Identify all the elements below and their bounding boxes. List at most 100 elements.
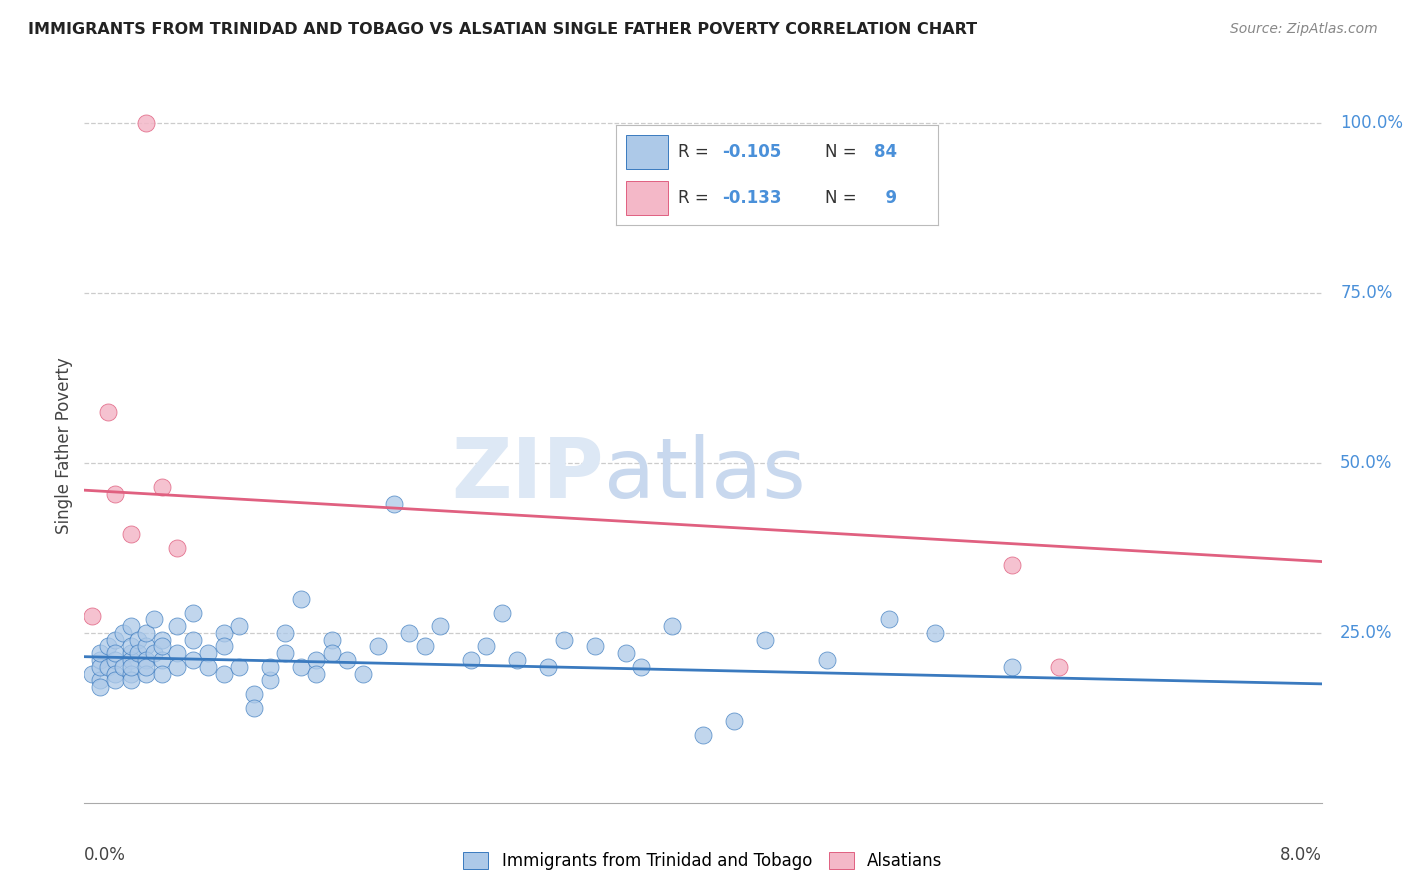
Point: [228, 619, 250, 633]
Point: [212, 640, 235, 654]
Point: [1001, 558, 1024, 572]
Point: [382, 497, 405, 511]
Point: [150, 480, 173, 494]
Text: 0.0%: 0.0%: [84, 846, 127, 863]
Point: [692, 728, 714, 742]
Point: [290, 660, 312, 674]
Point: [259, 660, 281, 674]
Point: [321, 646, 343, 660]
Point: [89, 660, 111, 674]
Point: [475, 640, 498, 654]
Point: [104, 486, 127, 500]
Point: [321, 632, 343, 647]
Point: [89, 680, 111, 694]
Point: [924, 626, 946, 640]
Text: 100.0%: 100.0%: [1340, 114, 1403, 132]
Point: [290, 591, 312, 606]
Point: [274, 646, 297, 660]
Point: [150, 640, 173, 654]
Text: ZIP: ZIP: [451, 434, 605, 515]
Point: [120, 660, 142, 674]
Y-axis label: Single Father Poverty: Single Father Poverty: [55, 358, 73, 534]
Point: [181, 632, 204, 647]
Point: [1001, 660, 1024, 674]
Point: [352, 666, 374, 681]
Point: [104, 666, 127, 681]
Point: [104, 673, 127, 688]
Point: [212, 626, 235, 640]
Point: [243, 687, 266, 701]
Point: [120, 619, 142, 633]
Point: [120, 653, 142, 667]
Point: [96, 660, 118, 674]
Point: [120, 666, 142, 681]
Point: [877, 612, 900, 626]
Point: [754, 632, 776, 647]
Legend: Immigrants from Trinidad and Tobago, Alsatians: Immigrants from Trinidad and Tobago, Als…: [457, 845, 949, 877]
Point: [143, 646, 166, 660]
Point: [815, 653, 838, 667]
Point: [197, 660, 219, 674]
Point: [181, 606, 204, 620]
Text: Source: ZipAtlas.com: Source: ZipAtlas.com: [1230, 22, 1378, 37]
Point: [135, 626, 157, 640]
Point: [259, 673, 281, 688]
Point: [723, 714, 745, 729]
Point: [305, 653, 328, 667]
Point: [150, 653, 173, 667]
Point: [228, 660, 250, 674]
Point: [460, 653, 482, 667]
Point: [135, 116, 157, 130]
Point: [89, 646, 111, 660]
Point: [120, 640, 142, 654]
Point: [104, 632, 127, 647]
Point: [104, 653, 127, 667]
Point: [89, 673, 111, 688]
Point: [491, 606, 513, 620]
Point: [274, 626, 297, 640]
Point: [181, 653, 204, 667]
Point: [305, 666, 328, 681]
Point: [614, 646, 637, 660]
Text: 75.0%: 75.0%: [1340, 284, 1392, 302]
Point: [537, 660, 560, 674]
Point: [96, 405, 118, 419]
Text: 25.0%: 25.0%: [1340, 624, 1393, 642]
Text: 8.0%: 8.0%: [1279, 846, 1322, 863]
Point: [166, 619, 188, 633]
Point: [413, 640, 436, 654]
Point: [82, 666, 104, 681]
Point: [429, 619, 451, 633]
Point: [112, 660, 135, 674]
Point: [120, 527, 142, 541]
Point: [553, 632, 575, 647]
Point: [398, 626, 420, 640]
Point: [630, 660, 652, 674]
Text: 50.0%: 50.0%: [1340, 454, 1392, 472]
Point: [135, 653, 157, 667]
Point: [127, 632, 149, 647]
Point: [112, 626, 135, 640]
Point: [166, 646, 188, 660]
Point: [82, 608, 104, 623]
Point: [166, 541, 188, 555]
Point: [120, 646, 142, 660]
Text: IMMIGRANTS FROM TRINIDAD AND TOBAGO VS ALSATIAN SINGLE FATHER POVERTY CORRELATIO: IMMIGRANTS FROM TRINIDAD AND TOBAGO VS A…: [28, 22, 977, 37]
Point: [104, 646, 127, 660]
Point: [135, 666, 157, 681]
Point: [150, 666, 173, 681]
Point: [583, 640, 606, 654]
Point: [367, 640, 389, 654]
Point: [135, 640, 157, 654]
Point: [506, 653, 529, 667]
Point: [243, 700, 266, 714]
Point: [661, 619, 683, 633]
Point: [212, 666, 235, 681]
Point: [143, 612, 166, 626]
Point: [135, 660, 157, 674]
Point: [1047, 660, 1070, 674]
Point: [120, 673, 142, 688]
Point: [127, 646, 149, 660]
Point: [150, 632, 173, 647]
Point: [96, 640, 118, 654]
